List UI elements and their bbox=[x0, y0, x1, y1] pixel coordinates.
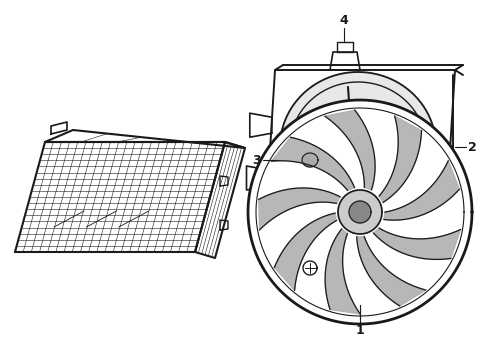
Text: 3: 3 bbox=[252, 153, 260, 166]
Polygon shape bbox=[259, 188, 340, 230]
Polygon shape bbox=[357, 237, 426, 306]
Polygon shape bbox=[338, 190, 382, 234]
Polygon shape bbox=[271, 137, 355, 190]
Polygon shape bbox=[248, 100, 472, 324]
Text: 2: 2 bbox=[467, 140, 476, 153]
Polygon shape bbox=[302, 153, 318, 167]
Polygon shape bbox=[349, 201, 371, 223]
Text: 1: 1 bbox=[356, 324, 365, 337]
Polygon shape bbox=[384, 161, 460, 220]
Polygon shape bbox=[325, 229, 360, 314]
Polygon shape bbox=[274, 213, 337, 290]
Polygon shape bbox=[278, 130, 342, 190]
Polygon shape bbox=[280, 72, 436, 222]
Polygon shape bbox=[288, 140, 332, 180]
Polygon shape bbox=[325, 110, 375, 190]
Polygon shape bbox=[373, 228, 461, 260]
Text: 4: 4 bbox=[340, 14, 348, 27]
Polygon shape bbox=[379, 116, 421, 202]
